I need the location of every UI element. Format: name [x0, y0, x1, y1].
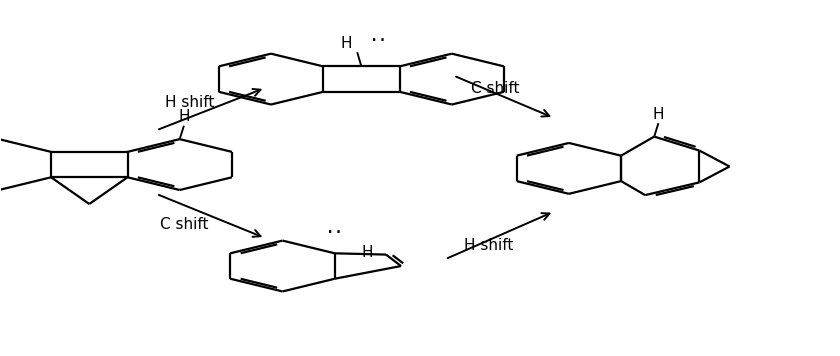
Text: C shift: C shift — [160, 217, 208, 232]
Text: ··: ·· — [370, 34, 386, 48]
Text: H: H — [340, 36, 352, 51]
Text: ··: ·· — [327, 226, 343, 240]
Text: H: H — [361, 245, 373, 260]
Text: C shift: C shift — [471, 82, 520, 96]
Text: H shift: H shift — [464, 238, 513, 253]
Text: H: H — [653, 107, 664, 122]
Text: H shift: H shift — [165, 95, 214, 110]
Text: H: H — [178, 109, 190, 124]
